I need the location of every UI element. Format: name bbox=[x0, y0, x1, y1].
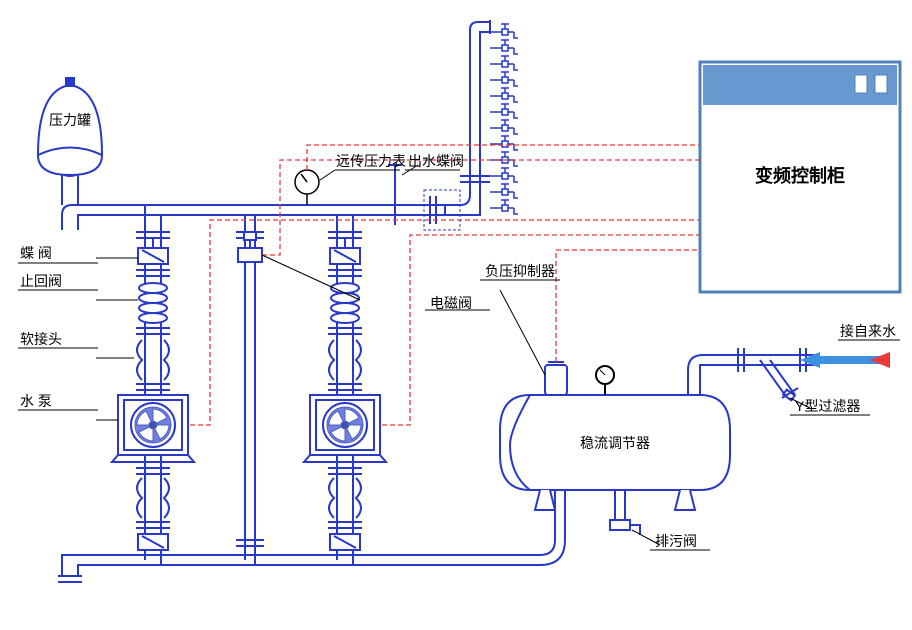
y-strainer-label: Y型过滤器 bbox=[795, 398, 860, 414]
top-manifold bbox=[62, 20, 490, 230]
remote-gauge-label: 远传压力表 bbox=[336, 153, 406, 169]
callouts bbox=[18, 165, 900, 550]
pump-stack-2 bbox=[304, 215, 386, 560]
outlet-valve-label: 出水蝶阀 bbox=[408, 153, 464, 169]
butterfly-valve-label: 蝶 阀 bbox=[20, 245, 52, 261]
solenoid-label: 电磁阀 bbox=[430, 295, 472, 311]
pump-label: 水 泵 bbox=[20, 393, 52, 409]
pressure-gauge bbox=[295, 170, 319, 205]
pressure-tank bbox=[38, 78, 102, 205]
system-diagram: 压力罐 bbox=[0, 0, 912, 630]
pressure-tank-label: 压力罐 bbox=[49, 112, 91, 128]
check-valve-label: 止回阀 bbox=[20, 273, 62, 289]
control-lines bbox=[190, 145, 700, 425]
discharge-valve-label: 排污阀 bbox=[655, 533, 697, 549]
inlet-pipe bbox=[720, 348, 820, 400]
flow-regulator-label: 稳流调节器 bbox=[580, 435, 650, 451]
neg-pressure-label: 负压抑制器 bbox=[485, 263, 555, 279]
tap-water-label: 接自来水 bbox=[840, 323, 896, 339]
bottom-manifold bbox=[58, 500, 565, 582]
flexible-joint-label: 软接头 bbox=[20, 331, 62, 347]
tap-array bbox=[490, 24, 518, 214]
solenoid-standpipe bbox=[236, 215, 264, 560]
vfd-cabinet-label: 变频控制柜 bbox=[755, 165, 845, 186]
